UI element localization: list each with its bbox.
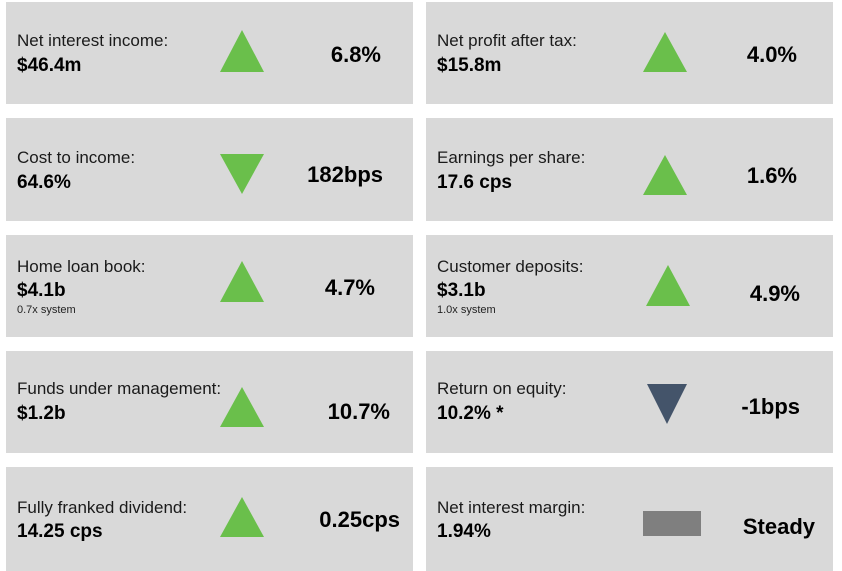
metric-label: Earnings per share: — [437, 148, 586, 167]
metric-change: 0.25cps — [319, 507, 400, 532]
metric-label: Funds under management: — [17, 379, 222, 398]
metric-card-net-interest-margin: Net interest margin: 1.94% Steady — [426, 467, 833, 571]
triangle-up-green-icon — [220, 261, 264, 302]
metric-card-net-profit-after-tax: Net profit after tax: $15.8m 4.0% — [426, 2, 833, 104]
metric-note: 0.7x system — [17, 304, 76, 316]
metric-value: 17.6 cps — [437, 172, 512, 193]
metric-label: Customer deposits: — [437, 257, 584, 276]
triangle-up-green-icon — [220, 30, 264, 72]
metric-value: $46.4m — [17, 55, 82, 76]
metric-change: Steady — [742, 514, 815, 539]
metric-card-customer-deposits: Customer deposits: $3.1b 1.0x system 4.9… — [426, 235, 833, 337]
metric-change: 10.7% — [327, 399, 390, 424]
triangle-up-green-icon — [220, 497, 264, 537]
triangle-up-green-icon — [646, 265, 690, 306]
metric-value: $4.1b — [17, 280, 66, 301]
metric-label: Return on equity: — [437, 379, 567, 398]
metric-card-net-interest-income: Net interest income: $46.4m 6.8% — [6, 2, 413, 104]
metric-change: 182bps — [307, 162, 383, 187]
metric-card-return-on-equity: Return on equity: 10.2% * -1bps — [426, 351, 833, 453]
metric-change: 4.7% — [324, 275, 375, 300]
metric-label: Net interest margin: — [437, 498, 586, 517]
metric-value: $15.8m — [437, 55, 502, 76]
metric-card-funds-under-management: Funds under management: $1.2b 10.7% — [6, 351, 413, 453]
metric-card-cost-to-income: Cost to income: 64.6% 182bps — [6, 118, 413, 221]
metric-value: $1.2b — [17, 403, 66, 424]
metric-note: 1.0x system — [437, 304, 496, 316]
steady-bar-icon — [643, 511, 701, 536]
triangle-down-slate-icon — [647, 384, 687, 424]
metric-change: 6.8% — [330, 42, 381, 67]
triangle-down-green-icon — [220, 154, 264, 194]
metric-change: 4.9% — [749, 281, 800, 306]
metric-value: 1.94% — [437, 521, 491, 542]
metric-label: Net profit after tax: — [437, 31, 577, 50]
metric-card-home-loan-book: Home loan book: $4.1b 0.7x system 4.7% — [6, 235, 413, 337]
triangle-up-green-icon — [220, 387, 264, 427]
metric-change: 1.6% — [746, 163, 797, 188]
metric-value: $3.1b — [437, 280, 486, 301]
metric-value: 10.2% * — [437, 403, 504, 424]
metric-label: Fully franked dividend: — [17, 498, 188, 517]
metric-change: -1bps — [741, 394, 800, 419]
metric-value: 14.25 cps — [17, 521, 103, 542]
metric-label: Net interest income: — [17, 31, 169, 50]
metric-card-earnings-per-share: Earnings per share: 17.6 cps 1.6% — [426, 118, 833, 221]
metric-label: Cost to income: — [17, 148, 136, 167]
triangle-up-green-icon — [643, 32, 687, 72]
metric-label: Home loan book: — [17, 257, 146, 276]
metric-change: 4.0% — [746, 42, 797, 67]
metric-card-fully-franked-dividend: Fully franked dividend: 14.25 cps 0.25cp… — [6, 467, 413, 571]
metric-value: 64.6% — [17, 172, 71, 193]
triangle-up-green-icon — [643, 155, 687, 195]
